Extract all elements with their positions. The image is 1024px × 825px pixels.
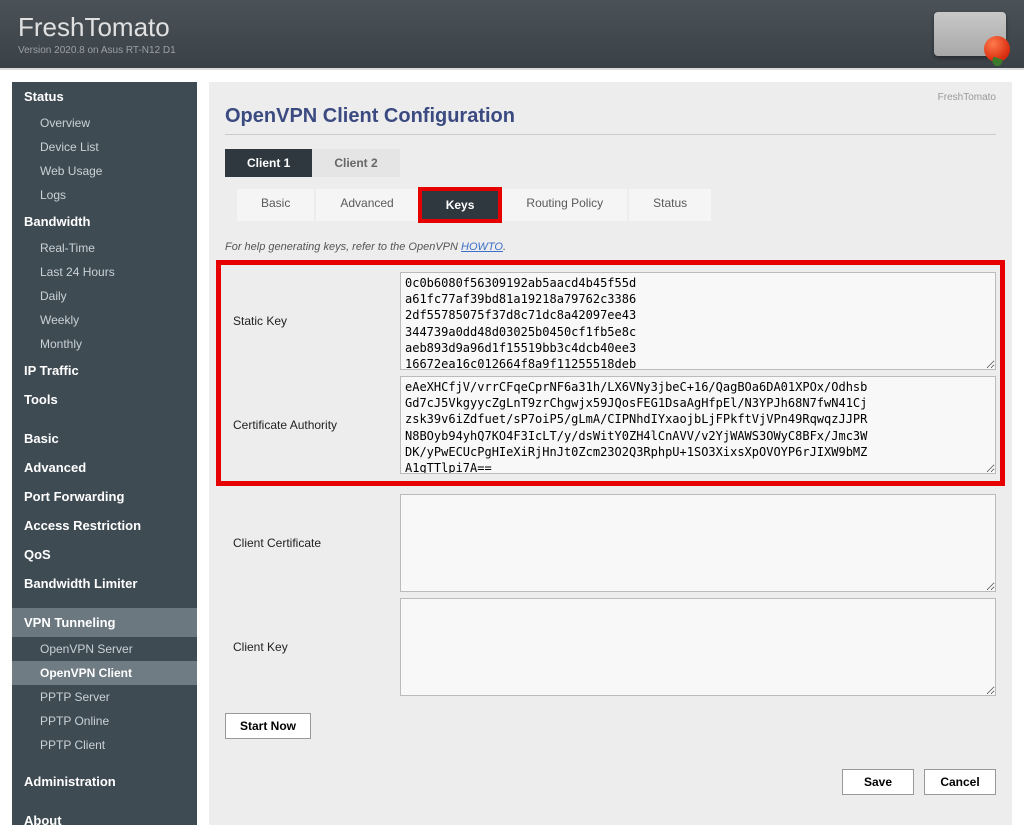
keys-tab-highlight: Keys — [420, 189, 501, 221]
static-key-row: Static Key — [225, 269, 996, 373]
sidebar-item-web-usage[interactable]: Web Usage — [12, 159, 197, 183]
keys-highlight-box: Static Key Certificate Authority — [221, 265, 1000, 481]
start-now-button[interactable]: Start Now — [225, 713, 311, 739]
sidebar-section-administration[interactable]: Administration — [12, 767, 197, 796]
sidebar-section-port-forwarding[interactable]: Port Forwarding — [12, 482, 197, 511]
sidebar-item-daily[interactable]: Daily — [12, 284, 197, 308]
subtab-status[interactable]: Status — [629, 189, 711, 221]
action-row: Start Now — [225, 713, 996, 739]
brand-name: FreshTomato — [18, 12, 176, 43]
client-key-row: Client Key — [225, 595, 996, 699]
save-button[interactable]: Save — [842, 769, 914, 795]
sidebar-item-device-list[interactable]: Device List — [12, 135, 197, 159]
content-area: FreshTomato OpenVPN Client Configuration… — [209, 82, 1012, 825]
sidebar-item-monthly[interactable]: Monthly — [12, 332, 197, 356]
config-subtabs: BasicAdvancedKeysRouting PolicyStatus — [237, 189, 711, 221]
sidebar-item-overview[interactable]: Overview — [12, 111, 197, 135]
subtab-keys[interactable]: Keys — [422, 191, 499, 219]
help-text: For help generating keys, refer to the O… — [225, 241, 996, 253]
sidebar-item-openvpn-client[interactable]: OpenVPN Client — [12, 661, 197, 685]
header-title-block: FreshTomato Version 2020.8 on Asus RT-N1… — [18, 12, 176, 56]
sidebar: StatusOverviewDevice ListWeb UsageLogsBa… — [12, 82, 197, 825]
help-prefix: For help generating keys, refer to the O… — [225, 241, 461, 253]
sidebar-section-tools[interactable]: Tools — [12, 385, 197, 414]
cert-authority-label: Certificate Authority — [225, 418, 400, 432]
breadcrumb: FreshTomato — [225, 92, 996, 105]
sidebar-item-pptp-server[interactable]: PPTP Server — [12, 685, 197, 709]
help-suffix: . — [503, 241, 506, 253]
cancel-button[interactable]: Cancel — [924, 769, 996, 795]
sidebar-section-status[interactable]: Status — [12, 82, 197, 111]
sidebar-item-logs[interactable]: Logs — [12, 183, 197, 207]
sidebar-item-openvpn-server[interactable]: OpenVPN Server — [12, 637, 197, 661]
footer-buttons: Save Cancel — [225, 769, 996, 795]
client-tab-client-1[interactable]: Client 1 — [225, 149, 312, 177]
cert-authority-textarea[interactable] — [400, 376, 996, 474]
subtab-routing-policy[interactable]: Routing Policy — [502, 189, 627, 221]
sidebar-section-qos[interactable]: QoS — [12, 540, 197, 569]
page-title: OpenVPN Client Configuration — [225, 105, 996, 135]
client-cert-label: Client Certificate — [225, 536, 400, 550]
client-tabs: Client 1Client 2 — [225, 149, 996, 177]
client-key-textarea[interactable] — [400, 598, 996, 696]
cert-authority-row: Certificate Authority — [225, 373, 996, 477]
sidebar-item-last-24-hours[interactable]: Last 24 Hours — [12, 260, 197, 284]
subtab-basic[interactable]: Basic — [237, 189, 314, 221]
sidebar-section-vpn-tunneling[interactable]: VPN Tunneling — [12, 608, 197, 637]
sidebar-item-real-time[interactable]: Real-Time — [12, 236, 197, 260]
sidebar-section-about[interactable]: About — [12, 806, 197, 825]
sidebar-section-bandwidth[interactable]: Bandwidth — [12, 207, 197, 236]
static-key-label: Static Key — [225, 314, 400, 328]
version-text: Version 2020.8 on Asus RT-N12 D1 — [18, 45, 176, 56]
howto-link[interactable]: HOWTO — [461, 241, 503, 253]
sidebar-section-bandwidth-limiter[interactable]: Bandwidth Limiter — [12, 569, 197, 598]
sidebar-item-pptp-client[interactable]: PPTP Client — [12, 733, 197, 757]
subtab-advanced[interactable]: Advanced — [316, 189, 417, 221]
sidebar-item-weekly[interactable]: Weekly — [12, 308, 197, 332]
sidebar-section-ip-traffic[interactable]: IP Traffic — [12, 356, 197, 385]
sidebar-item-pptp-online[interactable]: PPTP Online — [12, 709, 197, 733]
static-key-textarea[interactable] — [400, 272, 996, 370]
sidebar-section-basic[interactable]: Basic — [12, 424, 197, 453]
client-key-label: Client Key — [225, 640, 400, 654]
client-cert-row: Client Certificate — [225, 491, 996, 595]
client-tab-client-2[interactable]: Client 2 — [312, 149, 399, 177]
header: FreshTomato Version 2020.8 on Asus RT-N1… — [0, 0, 1024, 70]
client-cert-textarea[interactable] — [400, 494, 996, 592]
sidebar-section-access-restriction[interactable]: Access Restriction — [12, 511, 197, 540]
router-tomato-icon — [934, 12, 1006, 56]
sidebar-section-advanced[interactable]: Advanced — [12, 453, 197, 482]
